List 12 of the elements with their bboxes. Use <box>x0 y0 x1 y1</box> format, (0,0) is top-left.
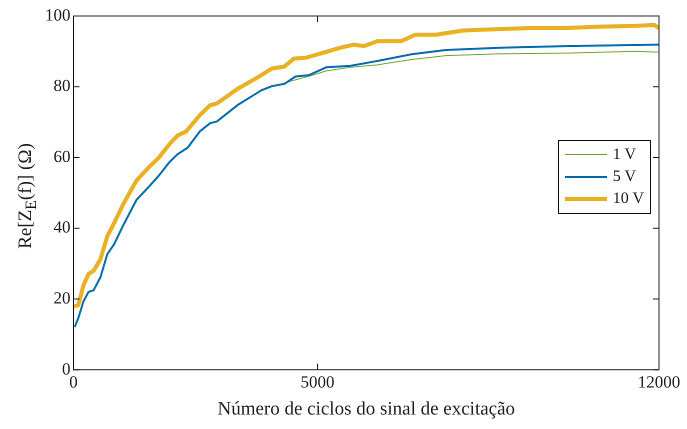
legend-label: 5 V <box>612 168 636 186</box>
y-tick-label: 100 <box>45 5 70 24</box>
x-axis-title: Número de ciclos do sinal de excitação <box>217 398 516 420</box>
x-tick-label: 12000 <box>638 372 680 392</box>
y-tick-label: 40 <box>54 218 70 237</box>
y-tick-label: 20 <box>54 288 70 308</box>
y-tick-label: 60 <box>54 146 70 166</box>
legend-label: 10 V <box>612 190 644 208</box>
legend-label: 1 V <box>612 146 636 164</box>
y-tick-label: 80 <box>54 76 70 96</box>
y-tick-label: 0 <box>62 359 70 378</box>
x-tick-label: 5000 <box>300 372 334 392</box>
